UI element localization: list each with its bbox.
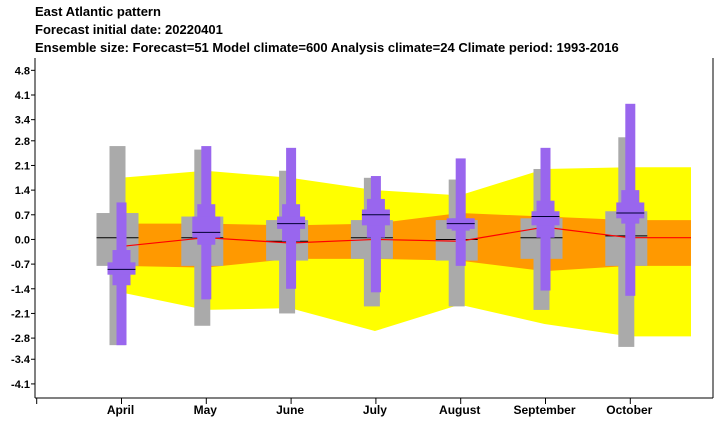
y-tick-label: 0.7 [15,210,30,222]
forecast-box [616,202,645,219]
forecast-box [361,209,390,226]
axes: 4.8 4.1 3.4 2.8 2.1 1.4 0.7 0.0 -0.7 -1.4 -2.1 -2.8… [11,58,714,417]
x-tick-label: August [439,403,480,417]
x-tick-label: May [194,403,218,417]
forecast-box [277,216,306,229]
forecast-box [107,262,136,275]
forecast-date-label: Forecast initial date: 20220401 [35,22,223,37]
box-plots [96,103,691,347]
y-tick-label: 3.4 [15,115,31,127]
forecast-whisker [455,158,466,266]
forecast-box [192,216,221,238]
y-tick-label: -2.1 [11,308,30,320]
ensemble-info-label: Ensemble size: Forecast=51 Model climate… [35,40,619,55]
y-tick-label: -1.4 [11,284,31,296]
y-tick-label: 1.4 [15,185,31,197]
x-tick-label: October [606,403,652,417]
y-tick-label: 0.0 [15,234,30,246]
y-tick-label: -0.7 [11,259,30,271]
x-tick-label: April [107,403,134,417]
y-tick-label: 4.8 [15,65,30,77]
forecast-box [531,211,560,226]
y-tick-label: 4.1 [15,90,30,102]
chart-title: East Atlantic pattern [35,4,161,19]
x-tick-label: July [363,403,387,417]
y-tick-label: 2.1 [15,160,30,172]
x-tick-label: September [513,403,575,417]
x-tick-label: June [276,403,304,417]
y-tick-label: -3.4 [11,354,31,366]
y-tick-label: -4.1 [11,379,30,391]
y-tick-label: 2.8 [15,136,30,148]
y-tick-label: -2.8 [11,333,30,345]
